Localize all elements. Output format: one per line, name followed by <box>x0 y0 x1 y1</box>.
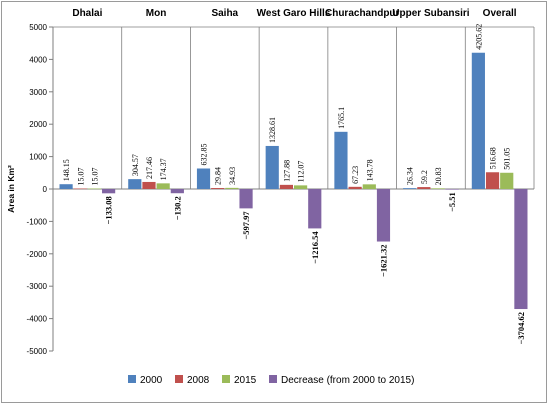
bar-2008-overall <box>485 172 500 189</box>
bar-decrease-from-2000-to-2015-churachandpur <box>376 189 391 242</box>
data-label-2008-churachandpur: 67.23 <box>351 166 360 184</box>
data-label-2008-saiha: 29.84 <box>214 167 223 185</box>
data-label-2000-dhalai: 148.15 <box>62 159 71 181</box>
data-label-2015-upper-subansiri: 20.83 <box>434 167 443 185</box>
data-label-2015-dhalai: 15.07 <box>90 168 99 186</box>
bar-2008-west-garo-hills <box>279 184 293 189</box>
data-label-2015-saiha: 34.93 <box>228 167 237 185</box>
category-label-saiha: Saiha <box>211 8 238 19</box>
y-tick-label-3000: -3000 <box>27 282 48 291</box>
bar-2008-dhalai <box>73 188 87 190</box>
data-label-2008-overall: 516.68 <box>489 147 498 169</box>
data-label-2008-west-garo-hills: 127.88 <box>282 160 291 182</box>
category-label-upper-subansiri: Upper Subansiri <box>392 8 469 19</box>
bar-2000-mon <box>128 179 142 189</box>
bar-decrease-from-2000-to-2015-overall <box>514 189 528 310</box>
data-label-decrease-from-2000-to-2015-overall: −3704.62 <box>516 312 526 344</box>
bar-decrease-from-2000-to-2015-west-garo-hills <box>308 189 322 229</box>
data-label-decrease-from-2000-to-2015-mon: −130.2 <box>172 196 182 220</box>
category-label-west-garo-hills: West Garo Hills <box>257 8 331 19</box>
bar-2015-saiha <box>225 187 239 189</box>
data-label-2015-mon: 174.37 <box>159 158 168 180</box>
y-tick-label-2000: 2000 <box>29 120 47 129</box>
bar-2008-churachandpur <box>348 186 362 189</box>
data-label-2015-overall: 501.05 <box>503 148 512 170</box>
category-label-dhalai: Dhalai <box>72 8 102 19</box>
legend-label-2008: 2008 <box>187 375 210 386</box>
legend-label-2015: 2015 <box>234 375 257 386</box>
bar-2015-overall <box>500 172 514 189</box>
data-label-decrease-from-2000-to-2015-west-garo-hills: −1216.54 <box>310 231 320 264</box>
bar-2015-dhalai <box>87 188 102 190</box>
y-tick-label-4000: -4000 <box>27 315 48 324</box>
data-label-2000-upper-subansiri: 26.34 <box>406 167 415 185</box>
bar-2000-upper-subansiri <box>403 188 417 189</box>
y-tick-label-2000: -2000 <box>27 250 48 259</box>
y-tick-label-3000: 3000 <box>29 88 47 97</box>
legend-label-2000: 2000 <box>140 375 163 386</box>
legend-swatch-decrease-from-2000-to-2015 <box>269 375 277 383</box>
bar-2015-mon <box>156 183 170 189</box>
legend-swatch-2015 <box>222 375 230 383</box>
data-label-2000-saiha: 632.85 <box>200 143 209 165</box>
bar-decrease-from-2000-to-2015-upper-subansiri <box>445 189 459 190</box>
y-tick-label-5000: 5000 <box>29 23 47 32</box>
bar-2000-overall <box>471 52 485 189</box>
data-label-decrease-from-2000-to-2015-upper-subansiri: −5.51 <box>447 192 457 212</box>
legend-swatch-2008 <box>175 375 183 383</box>
bar-decrease-from-2000-to-2015-saiha <box>239 189 253 209</box>
category-label-overall: Overall <box>483 8 517 19</box>
data-label-2008-dhalai: 15.07 <box>76 168 85 186</box>
category-label-mon: Mon <box>146 8 167 19</box>
bar-2008-saiha <box>211 188 225 189</box>
y-tick-label-0: 0 <box>43 185 48 194</box>
data-label-decrease-from-2000-to-2015-saiha: −597.97 <box>241 211 251 240</box>
bar-2000-dhalai <box>59 184 73 189</box>
y-tick-label-1000: 1000 <box>29 153 47 162</box>
data-label-2015-churachandpur: 143.78 <box>365 159 374 181</box>
bar-2000-churachandpur <box>334 131 348 189</box>
category-label-churachandpur: Churachandpur <box>325 8 400 19</box>
bar-2015-churachandpur <box>362 184 376 189</box>
data-label-decrease-from-2000-to-2015-dhalai: −133.08 <box>104 196 114 224</box>
data-label-2000-overall: 4205.62 <box>474 24 483 50</box>
bar-decrease-from-2000-to-2015-dhalai <box>102 189 116 194</box>
bar-decrease-from-2000-to-2015-mon <box>170 189 184 194</box>
data-label-2008-upper-subansiri: 59.2 <box>420 170 429 184</box>
bar-2000-west-garo-hills <box>265 145 279 189</box>
bar-2008-upper-subansiri <box>417 187 431 189</box>
y-axis-title: Area in Km² <box>6 165 16 213</box>
data-label-2000-west-garo-hills: 1328.61 <box>268 117 277 143</box>
y-tick-label-5000: -5000 <box>27 347 48 356</box>
bar-2000-saiha <box>196 168 211 189</box>
bar-2008-mon <box>142 181 156 189</box>
bar-2015-west-garo-hills <box>294 185 308 189</box>
y-tick-label-4000: 4000 <box>29 55 47 64</box>
data-label-decrease-from-2000-to-2015-churachandpur: −1621.32 <box>378 245 388 277</box>
y-tick-label-1000: -1000 <box>27 217 48 226</box>
data-label-2015-west-garo-hills: 112.07 <box>297 161 306 183</box>
data-label-2000-churachandpur: 1765.1 <box>337 107 346 129</box>
legend-label-decrease-from-2000-to-2015: Decrease (from 2000 to 2015) <box>281 375 414 386</box>
bar-2015-upper-subansiri <box>431 188 445 189</box>
data-label-2008-mon: 217.46 <box>145 157 154 179</box>
legend-swatch-2000 <box>128 375 136 383</box>
data-label-2000-mon: 304.57 <box>131 154 140 176</box>
